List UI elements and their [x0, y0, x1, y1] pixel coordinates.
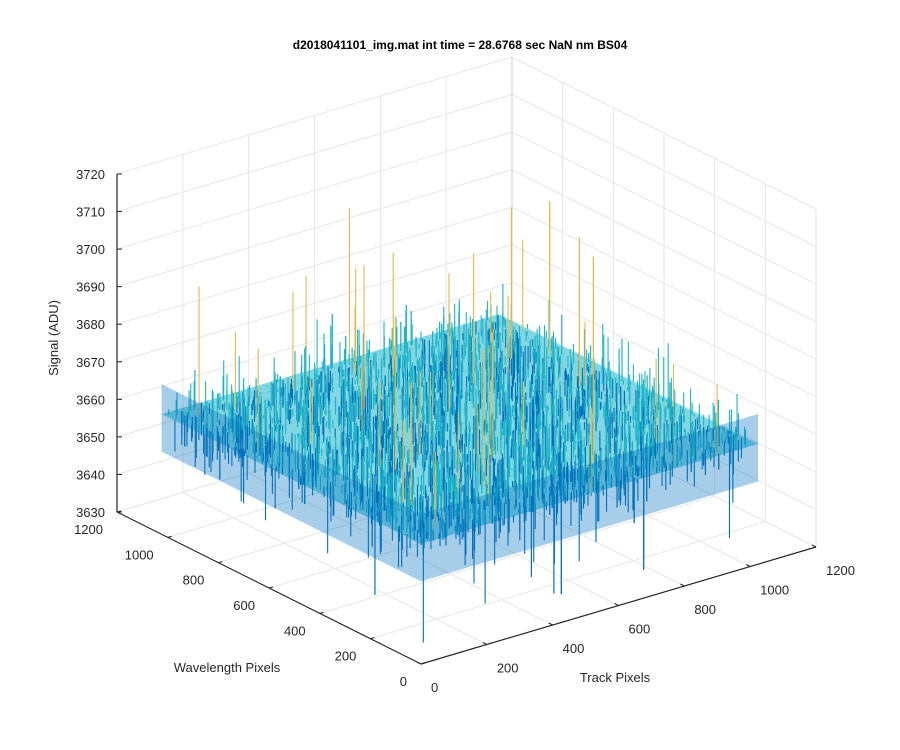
y-tick-mark [116, 510, 122, 513]
x-tick-mark [416, 661, 422, 665]
grid-line [116, 281, 513, 400]
surface-left-skirt [161, 384, 421, 582]
grid-line [511, 131, 817, 285]
grid-line [511, 244, 817, 398]
z-tick-label: 3640 [76, 467, 105, 482]
y-tick-label: 1200 [74, 522, 103, 537]
grid-line [116, 206, 513, 325]
x-axis-label: Track Pixels [580, 670, 651, 685]
x-tick-label: 1200 [826, 563, 855, 578]
chart-title: d2018041101_img.mat int time = 28.6768 s… [293, 38, 628, 52]
grid-line [511, 206, 817, 360]
y-tick-mark [319, 611, 324, 614]
z-tick-label: 3660 [76, 392, 105, 407]
x-tick-label: 200 [497, 661, 519, 676]
grid-line [370, 521, 766, 640]
z-tick-label: 3670 [76, 355, 105, 370]
y-axis-label: Wavelength Pixels [174, 660, 281, 675]
x-tick-label: 800 [694, 602, 716, 617]
y-tick-mark [218, 561, 223, 564]
x-tick-mark [482, 642, 488, 645]
y-tick-label: 0 [400, 674, 407, 689]
grid-line [116, 94, 513, 213]
x-tick-mark [680, 583, 685, 587]
grid-line [116, 131, 513, 250]
x-tick-label: 1000 [760, 583, 789, 598]
y-tick-label: 200 [335, 649, 357, 664]
surface-base [161, 314, 759, 544]
x-axis-ticks: 0 200 400 600 800 1000 1200 [416, 544, 855, 695]
grid-line [319, 495, 715, 614]
y-tick-label: 400 [284, 623, 306, 638]
grid-line [116, 56, 513, 175]
z-axis-ticks: 3630 3640 3650 3660 3670 3680 3690 3700 3710 3720 [76, 167, 122, 520]
y-axis-ticks: 0 200 400 600 800 1000 1200 [74, 510, 426, 689]
y-tick-label: 600 [233, 598, 255, 613]
grid-line [116, 169, 513, 288]
x-tick-mark [745, 564, 751, 567]
y-tick-mark [370, 637, 375, 640]
grid-line [511, 169, 817, 323]
x-tick-mark [548, 622, 553, 626]
surface-mesh [161, 201, 759, 643]
z-tick-label: 3650 [76, 430, 105, 445]
x-tick-mark [614, 603, 619, 606]
y-tick-label: 800 [183, 573, 205, 588]
z-tick-label: 3720 [76, 167, 105, 182]
grid-line [511, 56, 817, 210]
x-tick-label: 600 [629, 622, 651, 637]
y-tick-mark [167, 535, 172, 538]
z-axis-label: Signal (ADU) [46, 300, 61, 376]
x-tick-label: 400 [563, 641, 585, 656]
y-tick-mark [420, 662, 426, 665]
z-tick-label: 3630 [76, 505, 105, 520]
z-tick-label: 3710 [76, 205, 105, 220]
y-tick-mark [268, 586, 274, 589]
z-tick-label: 3700 [76, 242, 105, 257]
grid-line [116, 244, 513, 363]
surface-front-skirt [421, 413, 759, 582]
grid-line [511, 94, 817, 248]
x-tick-label: 0 [431, 680, 438, 695]
x-tick-mark [811, 544, 817, 548]
z-tick-label: 3680 [76, 317, 105, 332]
y-tick-label: 1000 [125, 547, 154, 562]
z-tick-label: 3690 [76, 280, 105, 295]
